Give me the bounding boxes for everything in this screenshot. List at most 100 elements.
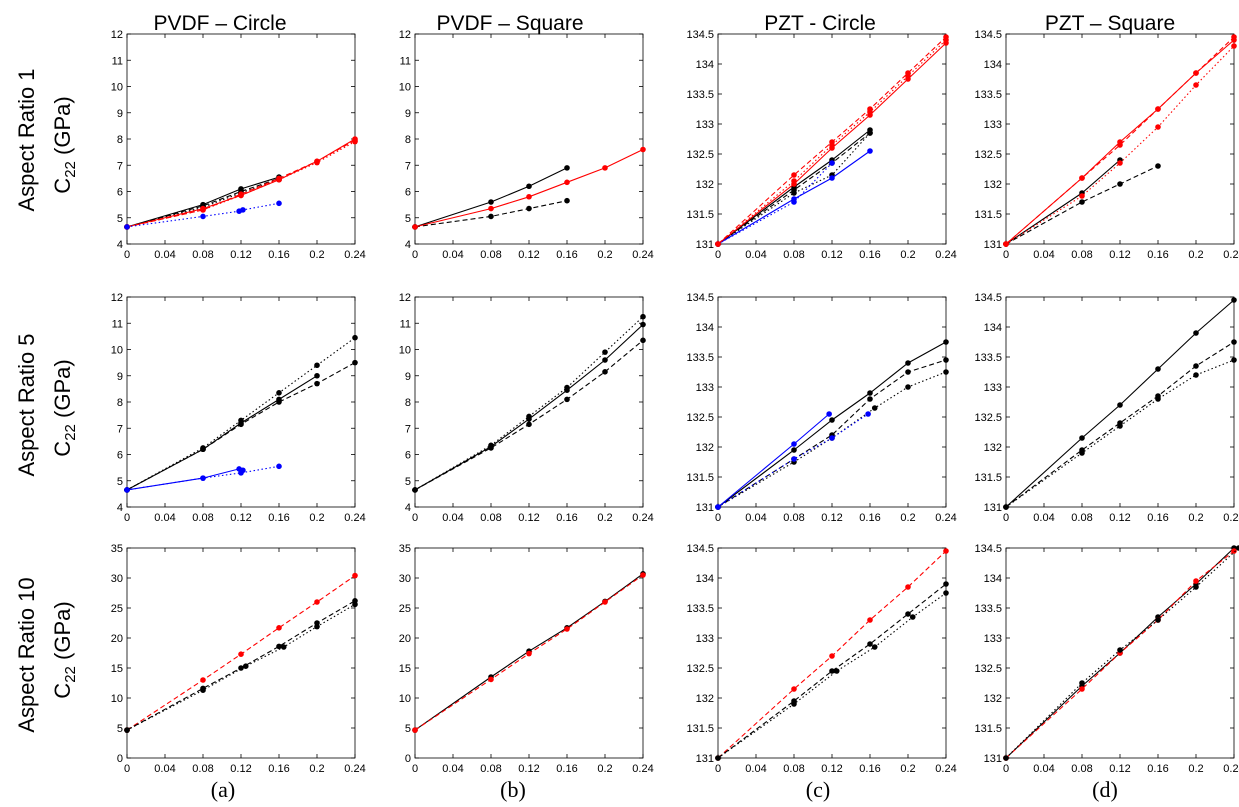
data-point bbox=[867, 396, 873, 402]
data-point bbox=[276, 200, 282, 207]
y-tick-label: 12 bbox=[399, 29, 411, 41]
data-point bbox=[791, 456, 797, 462]
series-line-black-solid bbox=[126, 176, 280, 228]
x-tick-label: 0.24 bbox=[344, 763, 365, 775]
x-tick-label: 0 bbox=[412, 249, 418, 261]
data-point bbox=[314, 380, 320, 387]
y-tick-label: 15 bbox=[111, 663, 123, 675]
data-point bbox=[276, 625, 282, 631]
x-tick-label: 0 bbox=[124, 512, 130, 524]
data-point bbox=[314, 362, 320, 369]
y-tick-label: 131 bbox=[696, 502, 714, 514]
ylabel: C22 (GPa) bbox=[50, 601, 79, 698]
series-line-black-solid bbox=[414, 167, 568, 228]
y-tick-label: 133 bbox=[984, 633, 1002, 645]
chart-r2-c3: 0 0.04 0.08 0.12 0.16 0.2 0.24 131 131.5 132 132.5… bbox=[686, 292, 956, 524]
y-tick-label: 133 bbox=[696, 633, 714, 645]
data-point bbox=[1231, 548, 1237, 554]
series-line-blue-solid bbox=[717, 413, 830, 508]
x-tick-label: 0.12 bbox=[821, 512, 842, 524]
data-point bbox=[905, 369, 911, 375]
data-point bbox=[238, 421, 244, 428]
data-point bbox=[1079, 435, 1085, 441]
x-tick-label: 0.12 bbox=[518, 763, 539, 775]
y-tick-label: 131 bbox=[696, 753, 714, 765]
series-line-red-dashed bbox=[126, 139, 356, 228]
y-tick-label: 134 bbox=[696, 573, 714, 585]
x-tick-label: 0.24 bbox=[632, 763, 653, 775]
x-tick-label: 0 bbox=[1003, 763, 1009, 775]
series-line-black-dashed bbox=[126, 600, 356, 731]
y-tick-label: 10 bbox=[111, 693, 123, 705]
x-tick-label: 0.04 bbox=[1033, 512, 1054, 524]
y-tick-label: 132.5 bbox=[974, 412, 1002, 424]
x-tick-label: 0.2 bbox=[309, 512, 324, 524]
y-tick-label: 9 bbox=[405, 371, 411, 383]
data-point bbox=[640, 572, 646, 578]
x-tick-label: 0.04 bbox=[442, 763, 463, 775]
y-tick-label: 134 bbox=[984, 59, 1002, 71]
y-tick-label: 11 bbox=[112, 318, 123, 330]
x-tick-label: 0.08 bbox=[192, 763, 213, 775]
x-tick-label: 0.04 bbox=[154, 512, 175, 524]
data-point bbox=[867, 617, 873, 623]
y-tick-label: 7 bbox=[117, 160, 123, 172]
y-tick-label: 4 bbox=[405, 502, 411, 514]
data-point bbox=[640, 321, 646, 328]
y-tick-label: 131 bbox=[984, 753, 1002, 765]
data-point bbox=[1079, 199, 1085, 205]
y-tick-label: 30 bbox=[111, 573, 123, 585]
data-point bbox=[200, 475, 206, 481]
x-tick-label: 0.16 bbox=[268, 249, 289, 261]
y-tick-label: 15 bbox=[399, 663, 411, 675]
series-line-black-dashed bbox=[414, 200, 568, 228]
y-tick-label: 12 bbox=[111, 292, 123, 304]
data-point bbox=[1193, 584, 1199, 590]
data-point bbox=[943, 357, 949, 363]
column-title-pzt-square: PZT – Square bbox=[1045, 12, 1175, 35]
x-tick-label: 0.08 bbox=[480, 763, 501, 775]
data-point bbox=[314, 372, 320, 379]
y-tick-label: 11 bbox=[400, 55, 411, 67]
data-point bbox=[1155, 106, 1161, 112]
data-point bbox=[943, 581, 949, 587]
y-tick-label: 131 bbox=[696, 239, 714, 251]
data-point bbox=[412, 487, 418, 493]
data-point bbox=[1117, 181, 1123, 187]
x-tick-label: 0.2 bbox=[1188, 249, 1203, 261]
data-point bbox=[352, 334, 358, 341]
series-line-black-dashed bbox=[126, 177, 280, 228]
data-point bbox=[1193, 330, 1199, 336]
y-tick-label: 133.5 bbox=[686, 352, 714, 364]
x-tick-label: 0.16 bbox=[1147, 249, 1168, 261]
chart-r1-c3: 0 0.04 0.08 0.12 0.16 0.2 0.24 131 131.5 132 132.5… bbox=[686, 29, 956, 261]
series-line-blue-solid bbox=[717, 150, 871, 245]
data-point bbox=[602, 165, 608, 171]
ylabel-row-1: C22 (GPa) bbox=[50, 96, 79, 193]
data-point bbox=[829, 417, 835, 423]
data-point bbox=[564, 387, 570, 393]
data-point bbox=[1155, 617, 1161, 623]
data-point bbox=[1079, 680, 1085, 686]
series-line-black-dotted bbox=[1005, 547, 1239, 759]
data-point bbox=[564, 197, 570, 204]
data-point bbox=[829, 653, 835, 659]
y-tick-label: 5 bbox=[117, 723, 123, 735]
y-tick-label: 132 bbox=[984, 693, 1002, 705]
chart-r2-c4: 0 0.04 0.08 0.12 0.16 0.2 0.24 131 131.5 132 132.5… bbox=[974, 292, 1239, 524]
data-point bbox=[488, 445, 494, 451]
y-tick-label: 4 bbox=[405, 239, 411, 251]
y-tick-label: 134 bbox=[696, 59, 714, 71]
y-tick-label: 131.5 bbox=[686, 209, 714, 221]
y-tick-label: 134.5 bbox=[686, 292, 714, 304]
data-point bbox=[242, 663, 249, 669]
series-line-red-dashed bbox=[1005, 36, 1235, 245]
data-point bbox=[1235, 545, 1239, 551]
data-point bbox=[238, 665, 244, 671]
series-line-red-solid bbox=[414, 149, 644, 228]
series-line-black-dashed bbox=[1005, 341, 1235, 508]
data-point bbox=[1003, 755, 1009, 761]
plot-frame bbox=[717, 296, 947, 508]
y-tick-label: 133 bbox=[696, 382, 714, 394]
